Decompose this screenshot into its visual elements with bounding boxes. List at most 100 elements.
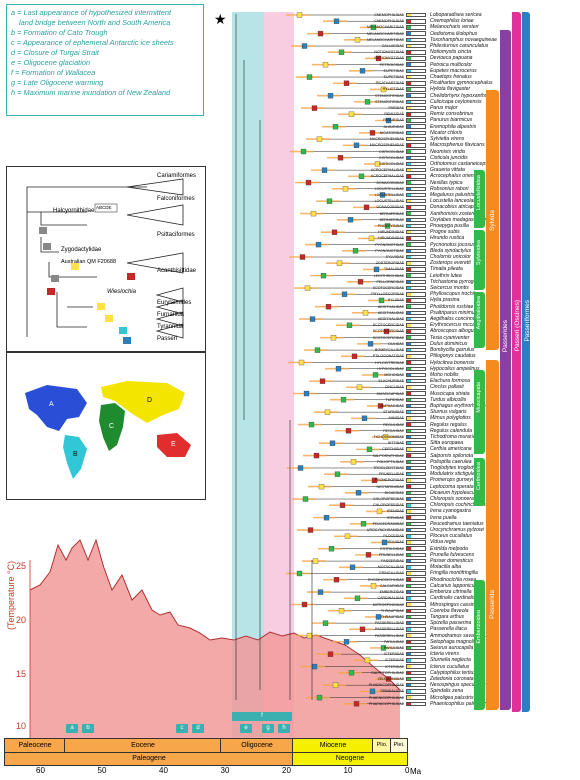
family-label: PETROICIDAE — [379, 62, 404, 67]
distribution-boxes — [406, 310, 426, 316]
distribution-boxes — [406, 633, 426, 638]
species-label: Dicaeum hypoleucum — [430, 489, 479, 496]
species-label: Troglodytes troglodytes — [430, 464, 483, 471]
ancestral-area-node — [379, 192, 386, 198]
species-label: Toxorhamphus novaeguineae — [430, 36, 497, 43]
species-label: Seicercus montis — [430, 285, 469, 292]
species-label: Donacobius atricapilla — [430, 204, 480, 211]
ancestral-area-node — [317, 30, 324, 37]
species-label: Macrosphenus flavicans — [430, 142, 485, 149]
sylvioidea-bar — [474, 230, 485, 290]
species-label: Bleda syndactylus — [430, 247, 472, 254]
species-label: Estrilda melpoda — [430, 545, 468, 552]
epoch-pliocene: Plio. — [372, 738, 392, 753]
species-label: Zeledonia coronata — [430, 675, 474, 682]
family-label: CNEMOPHILIDAE — [374, 13, 404, 17]
species-label: Picathartes gymnocephalus — [430, 80, 493, 87]
distribution-boxes — [406, 130, 426, 136]
ancestral-area-node — [355, 490, 362, 496]
ancestral-area-node — [343, 639, 350, 645]
ancestral-area-node — [305, 179, 312, 186]
event-marker: e — [240, 724, 252, 733]
distribution-boxes — [406, 248, 426, 254]
family-label: THRAUPIDAE — [380, 614, 404, 619]
family-label: PARULIDAE — [383, 639, 404, 644]
ancestral-area-node — [314, 347, 321, 353]
distribution-boxes — [406, 409, 426, 415]
ancestral-area-node — [385, 676, 392, 682]
distribution-boxes — [406, 453, 426, 458]
family-label: SALPORNITHIDAE — [372, 453, 404, 458]
inset-taxon: Psittaciformes — [157, 232, 195, 238]
distribution-boxes — [406, 161, 426, 167]
family-label: DULIDAE — [388, 341, 404, 346]
ancestral-area-node — [312, 558, 319, 564]
passeriformes-label: Passeriformes — [524, 300, 531, 342]
ancestral-area-node — [367, 341, 374, 347]
species-label: Progne subis — [430, 229, 460, 236]
inset-tree-lines — [26, 178, 184, 344]
species-label: Buphagus erythrorhynchus — [430, 402, 491, 409]
ancestral-area-node — [363, 204, 370, 211]
temperature-area — [30, 540, 400, 740]
distribution-boxes — [406, 701, 426, 707]
distribution-boxes — [406, 279, 426, 285]
family-label: HIRUNDINIDAE — [378, 236, 404, 241]
species-label: Calyptophilus tertius — [430, 669, 476, 676]
species-label: Abroscopus albogularis — [430, 328, 483, 335]
species-label: Rhodinocichla rosea — [430, 576, 477, 583]
family-label: SCOTOCERCIDAE — [372, 286, 404, 291]
region-label: C — [109, 423, 115, 430]
distribution-boxes — [406, 124, 426, 129]
distribution-boxes — [406, 105, 426, 111]
ancestral-area-node — [334, 471, 341, 477]
temp-tick: 15 — [16, 669, 27, 679]
family-label: SYLVIIDAE — [385, 255, 404, 259]
map-regions — [25, 381, 191, 479]
ancestral-area-node — [381, 539, 388, 546]
family-label: PARULIDAE — [383, 645, 404, 650]
species-label: Regulus regulus — [430, 421, 467, 428]
ancestral-area-node — [311, 105, 318, 111]
family-label: CHLOROPSEIDAE — [373, 497, 404, 502]
ancestral-area-node — [351, 353, 358, 359]
family-label: CALLAEIDAE — [381, 44, 404, 49]
family-label: IRENIDAE — [387, 509, 404, 514]
distribution-boxes — [406, 267, 426, 272]
distribution-boxes — [406, 192, 426, 198]
passeri-label: Passeri (Oscines) — [514, 300, 521, 352]
emberizoidea-bar — [474, 580, 485, 710]
ancestral-area-node — [365, 552, 372, 558]
ancestral-area-node — [304, 285, 311, 291]
region-label: D — [147, 397, 153, 404]
distribution-boxes — [406, 323, 426, 328]
event-marker: h — [278, 724, 290, 733]
distribution-boxes — [406, 68, 426, 74]
ancestral-area-node — [318, 483, 325, 490]
species-label: Prunella fulvescens — [430, 551, 475, 558]
species-label: Peucedramus taeniatus — [430, 520, 484, 527]
ancestral-area-node — [333, 18, 340, 24]
family-label: STENOSTIRIDAE — [375, 93, 404, 98]
species-label: Xanthomixis zosterops — [430, 210, 482, 217]
distribution-boxes — [406, 74, 426, 80]
distribution-boxes — [406, 627, 426, 632]
species-label: Irena puella — [430, 514, 457, 521]
species-label: Orthotomus castaneiceps — [430, 160, 488, 167]
family-label: NOTIOMYSTIDAE — [374, 50, 404, 55]
family-label: CINCLIDAE — [384, 385, 404, 390]
distribution-boxes — [406, 651, 426, 657]
species-label: Devioeca papuana — [430, 55, 473, 62]
distribution-boxes — [406, 620, 426, 626]
species-label: Parus major — [430, 105, 458, 112]
family-label: ACROCEPHALIDAE — [370, 174, 404, 179]
distribution-boxes — [406, 385, 426, 390]
distribution-boxes — [406, 37, 426, 43]
ancestral-area-node — [315, 241, 322, 248]
region-label: B — [73, 451, 78, 458]
family-label: ACROCEPHALIDAE — [370, 168, 404, 173]
family-label: CALCARIIDAE — [380, 583, 404, 588]
species-label: Icterus cucullatus — [430, 663, 470, 670]
sylvida-label: Sylvida — [489, 210, 496, 231]
